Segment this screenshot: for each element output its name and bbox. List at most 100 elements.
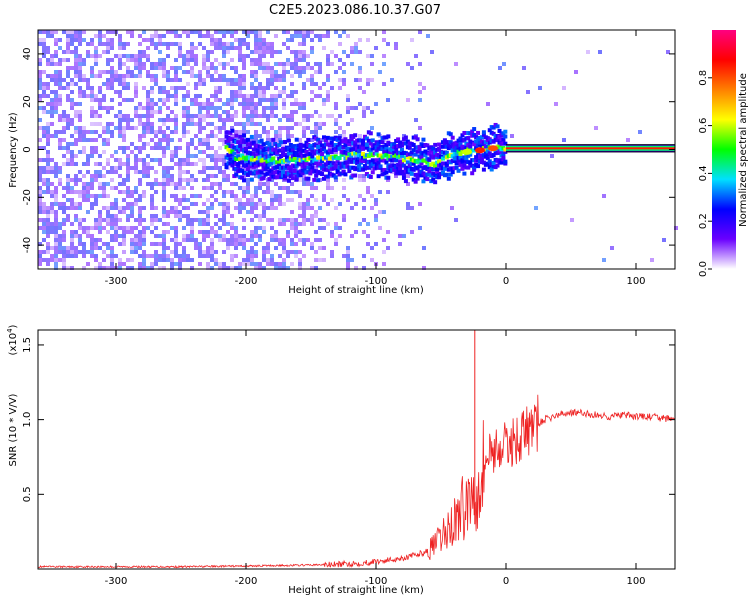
heatmap-cell (338, 126, 342, 130)
heatmap-cell (162, 234, 166, 238)
heatmap-cell (358, 174, 362, 178)
heatmap-cell (222, 102, 226, 106)
heatmap-cell (310, 182, 314, 186)
heatmap-cell (158, 266, 162, 270)
heatmap-cell (282, 242, 286, 246)
heatmap-cell (302, 38, 306, 42)
heatmap-cell (314, 214, 318, 218)
heatmap-cell (74, 162, 78, 166)
heatmap-cell (238, 86, 242, 90)
heatmap-cell (150, 202, 154, 206)
spectrogram-y-label: Frequency (Hz) (8, 112, 19, 188)
heatmap-cell (38, 86, 42, 90)
heatmap-cell (78, 90, 82, 94)
heatmap-cell (202, 218, 206, 222)
heatmap-cell (146, 114, 150, 118)
heatmap-cell (130, 118, 134, 122)
heatmap-cell (306, 176, 311, 181)
heatmap-cell (366, 153, 371, 158)
heatmap-cell (476, 164, 481, 169)
heatmap-cell (290, 210, 294, 214)
heatmap-cell (214, 90, 218, 94)
heatmap-cell (150, 62, 154, 66)
heatmap-cell (326, 186, 330, 190)
heatmap-cell (314, 110, 318, 114)
heatmap-cell (170, 130, 174, 134)
heatmap-cell (102, 106, 106, 110)
heatmap-cell (66, 142, 70, 146)
heatmap-peak (475, 147, 485, 154)
heatmap-cell (74, 50, 78, 54)
heatmap-cell (224, 165, 229, 170)
heatmap-cell (194, 114, 198, 118)
heatmap-cell (126, 66, 130, 70)
heatmap-cell (282, 238, 286, 242)
heatmap-cell (82, 230, 86, 234)
heatmap-cell (318, 66, 322, 70)
heatmap-cell (342, 70, 346, 74)
heatmap-cell (198, 250, 202, 254)
heatmap-cell (358, 194, 362, 198)
heatmap-cell (298, 194, 302, 198)
heatmap-cell (146, 266, 150, 270)
heatmap-cell (54, 98, 58, 102)
heatmap-cell (182, 198, 186, 202)
heatmap-cell (409, 171, 414, 176)
heatmap-cell (110, 254, 114, 258)
heatmap-cell (54, 50, 58, 54)
heatmap-cell (302, 153, 307, 158)
heatmap-cell (354, 106, 358, 110)
heatmap-cell (82, 198, 86, 202)
heatmap-cell (210, 38, 214, 42)
heatmap-cell (154, 182, 158, 186)
heatmap-cell (46, 130, 50, 134)
heatmap-cell (182, 250, 186, 254)
heatmap-cell (122, 178, 126, 182)
heatmap-cell (316, 178, 321, 183)
heatmap-cell (114, 170, 118, 174)
heatmap-cell (382, 82, 386, 86)
heatmap-cell (98, 266, 102, 270)
heatmap-cell (354, 266, 358, 270)
heatmap-cell (190, 138, 194, 142)
heatmap-cell (70, 154, 74, 158)
heatmap-cell (150, 66, 154, 70)
heatmap-cell (214, 42, 218, 46)
heatmap-cell (262, 114, 266, 118)
heatmap-cell (258, 114, 262, 118)
heatmap-cell (230, 94, 234, 98)
heatmap-cell (258, 238, 262, 242)
heatmap-cell (38, 38, 42, 42)
heatmap-cell (206, 218, 210, 222)
heatmap-cell (134, 246, 138, 250)
heatmap-cell (74, 202, 78, 206)
heatmap-cell (267, 177, 272, 182)
heatmap-cell (198, 150, 202, 154)
heatmap-cell (206, 50, 210, 54)
heatmap-cell (170, 226, 174, 230)
heatmap-cell (178, 86, 182, 90)
heatmap-cell (258, 226, 262, 230)
heatmap-cell (162, 34, 166, 38)
heatmap-cell (142, 262, 146, 266)
heatmap-cell (376, 141, 381, 146)
heatmap-cell (250, 194, 254, 198)
heatmap-cell (62, 230, 66, 234)
heatmap-cell (210, 174, 214, 178)
heatmap-cell (90, 86, 94, 90)
heatmap-cell (46, 82, 50, 86)
heatmap-cell (74, 154, 78, 158)
heatmap-cell (170, 262, 174, 266)
heatmap-cell (138, 194, 142, 198)
heatmap-cell (138, 158, 142, 162)
heatmap-cell (250, 98, 254, 102)
heatmap-cell (74, 178, 78, 182)
heatmap-cell (150, 86, 154, 90)
heatmap-cell (326, 34, 330, 38)
heatmap-cell (358, 38, 362, 42)
heatmap-cell (343, 172, 348, 177)
heatmap-cell (74, 174, 78, 178)
heatmap-cell (106, 254, 110, 258)
heatmap-cell (38, 74, 42, 78)
heatmap-cell (401, 158, 406, 163)
